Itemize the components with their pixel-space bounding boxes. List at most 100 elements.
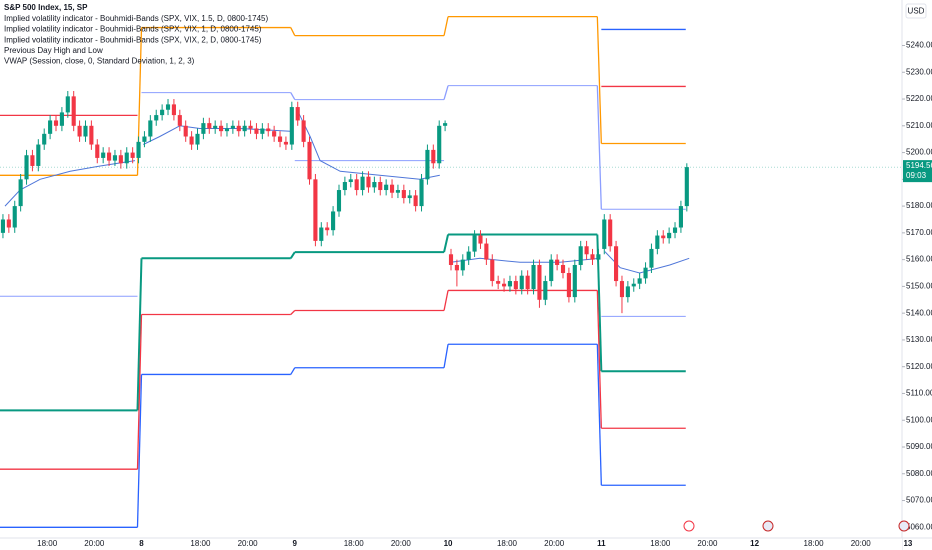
indicator-legend: Previous Day High and Low xyxy=(4,46,103,55)
candle-body xyxy=(224,128,230,132)
candle-body xyxy=(537,264,542,300)
price-axis-panel xyxy=(902,0,932,550)
band-connector xyxy=(596,85,602,210)
candle-body xyxy=(336,190,342,212)
y-tick-label: 5150.00 xyxy=(906,282,932,291)
candle-body xyxy=(649,248,654,268)
candle-body xyxy=(431,149,436,164)
band-connector xyxy=(596,344,602,486)
x-tick-label: 20:00 xyxy=(391,539,412,548)
candle-body xyxy=(684,167,689,207)
currency-box[interactable] xyxy=(905,3,927,19)
candle-body xyxy=(272,131,277,137)
candle-body xyxy=(59,112,64,126)
candle-body xyxy=(448,254,454,265)
candle-body xyxy=(331,211,336,231)
candle-body xyxy=(171,104,176,116)
candle-body xyxy=(389,184,395,193)
candle-body xyxy=(513,281,518,290)
candle-body xyxy=(177,115,182,126)
candle-body xyxy=(501,283,507,287)
y-tick-label: 5120.00 xyxy=(906,362,932,371)
y-tick-label: 5100.00 xyxy=(906,415,932,424)
candle-body xyxy=(342,182,347,191)
x-tick-label: 8 xyxy=(139,539,144,548)
x-tick-label: 18:00 xyxy=(344,539,365,548)
candle-body xyxy=(77,125,82,137)
candle-body xyxy=(295,107,300,121)
candle-body xyxy=(277,136,283,142)
candle-body xyxy=(372,182,377,188)
y-tick-label: 5110.00 xyxy=(906,389,932,398)
y-tick-label: 5210.00 xyxy=(906,121,932,130)
candle-body xyxy=(531,264,536,290)
vwap-line xyxy=(450,257,601,263)
band-connector xyxy=(289,251,296,259)
candle-body xyxy=(619,281,625,298)
candle-body xyxy=(266,128,271,132)
candle-body xyxy=(348,179,353,183)
x-tick-label: 20:00 xyxy=(851,539,872,548)
x-tick-label: 20:00 xyxy=(238,539,259,548)
x-tick-label: 12 xyxy=(750,539,759,548)
candle-body xyxy=(260,128,265,134)
candle-body xyxy=(401,190,406,199)
candle-body xyxy=(413,195,418,207)
candle-body xyxy=(30,155,35,166)
band-connector xyxy=(443,344,449,368)
candle-body xyxy=(484,243,489,260)
x-tick-label: 18:00 xyxy=(190,539,211,548)
candle-body xyxy=(289,107,294,145)
currency-label: USD xyxy=(908,7,925,16)
candle-body xyxy=(160,109,165,116)
candle-body xyxy=(425,149,430,180)
candle-body xyxy=(625,286,630,298)
candle-body xyxy=(578,246,583,265)
event-icon[interactable] xyxy=(898,520,910,532)
candle-body xyxy=(395,190,401,193)
band-connector xyxy=(290,367,296,375)
band-connector xyxy=(443,290,449,311)
candle-body xyxy=(148,120,153,137)
time-axis-panel xyxy=(0,538,902,550)
candle-body xyxy=(142,136,147,142)
candle-body xyxy=(366,176,371,188)
candle-body xyxy=(195,133,200,145)
y-tick-label: 5080.00 xyxy=(906,469,932,478)
x-tick-label: 20:00 xyxy=(84,539,105,548)
y-tick-label: 5130.00 xyxy=(906,335,932,344)
band-connector xyxy=(443,85,449,100)
candle-body xyxy=(307,141,312,180)
candle-body xyxy=(608,219,613,247)
candle-body xyxy=(301,120,306,142)
candle-body xyxy=(89,125,94,145)
candle-body xyxy=(490,259,495,282)
event-icon[interactable] xyxy=(762,520,774,532)
band-connector xyxy=(443,234,450,253)
chart-title: S&P 500 Index, 15, SP xyxy=(4,3,88,12)
candle-body xyxy=(230,125,235,129)
candle-body xyxy=(678,206,683,228)
x-tick-label: 9 xyxy=(293,539,298,548)
x-tick-label: 20:00 xyxy=(544,539,565,548)
candle-body xyxy=(101,152,106,158)
candle-body xyxy=(213,125,218,129)
candle-body xyxy=(384,184,389,191)
last-price-box xyxy=(903,160,932,183)
candle-body xyxy=(566,273,571,298)
x-tick-label: 18:00 xyxy=(37,539,58,548)
x-tick-label: 18:00 xyxy=(650,539,671,548)
x-tick-label: 11 xyxy=(597,539,606,548)
candle-body xyxy=(165,104,171,110)
event-icon[interactable] xyxy=(683,520,695,532)
band-connector xyxy=(290,27,296,36)
candle-body xyxy=(661,235,666,239)
candle-body xyxy=(472,235,477,252)
y-tick-label: 5200.00 xyxy=(906,148,932,157)
candle-body xyxy=(325,227,330,231)
countdown-label: 09:03 xyxy=(906,171,927,180)
candle-body xyxy=(478,235,483,244)
y-tick-label: 5240.00 xyxy=(906,41,932,50)
